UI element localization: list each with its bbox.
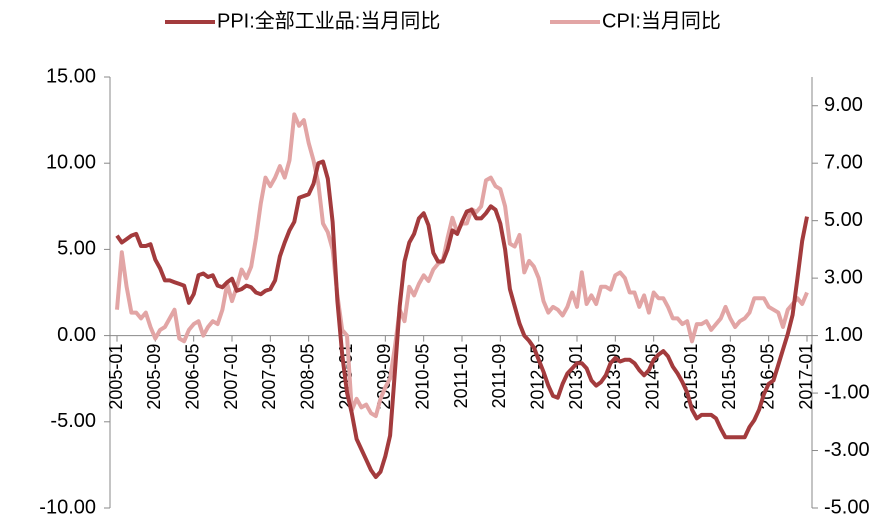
x-tick-label: 2005-01 <box>106 344 126 410</box>
y-tick-label: 0.00 <box>57 324 96 346</box>
y-tick-label: 5.00 <box>57 238 96 260</box>
x-tick-label: 2008-05 <box>297 344 317 410</box>
y2-tick-label: 9.00 <box>824 94 863 116</box>
x-tick-label: 2013-01 <box>566 344 586 410</box>
x-tick-label: 2007-01 <box>221 344 241 410</box>
y-tick-label: -5.00 <box>50 410 96 432</box>
legend-label: PPI:全部工业品:当月同比 <box>217 9 440 32</box>
y-tick-label: 15.00 <box>46 65 96 87</box>
y-tick-label: 10.00 <box>46 151 96 173</box>
x-tick-label: 2011-09 <box>489 344 509 409</box>
x-tick-label: 2005-09 <box>144 344 164 410</box>
x-tick-label: 2011-01 <box>451 344 471 409</box>
x-tick-label: 2007-09 <box>259 344 279 410</box>
series-line <box>115 159 809 479</box>
y2-tick-label: 1.00 <box>824 324 863 346</box>
x-tick-label: 2009-09 <box>374 344 394 410</box>
y-tick-label: -10.00 <box>39 496 96 518</box>
x-tick-label: 2010-05 <box>412 344 432 410</box>
x-tick-label: 2014-05 <box>642 344 662 410</box>
y2-tick-label: 7.00 <box>824 151 863 173</box>
y2-tick-label: -3.00 <box>824 439 870 461</box>
y2-tick-label: 5.00 <box>824 209 863 231</box>
x-tick-label: 2015-09 <box>719 344 739 410</box>
y2-tick-label: 3.00 <box>824 266 863 288</box>
x-tick-label: 2012-05 <box>527 344 547 410</box>
x-tick-label: 2017-01 <box>796 344 816 410</box>
legend-label: CPI:当月同比 <box>602 9 721 32</box>
y2-tick-label: -1.00 <box>824 381 870 403</box>
y2-tick-label: -5.00 <box>824 496 870 518</box>
x-tick-label: 2006-05 <box>182 344 202 410</box>
